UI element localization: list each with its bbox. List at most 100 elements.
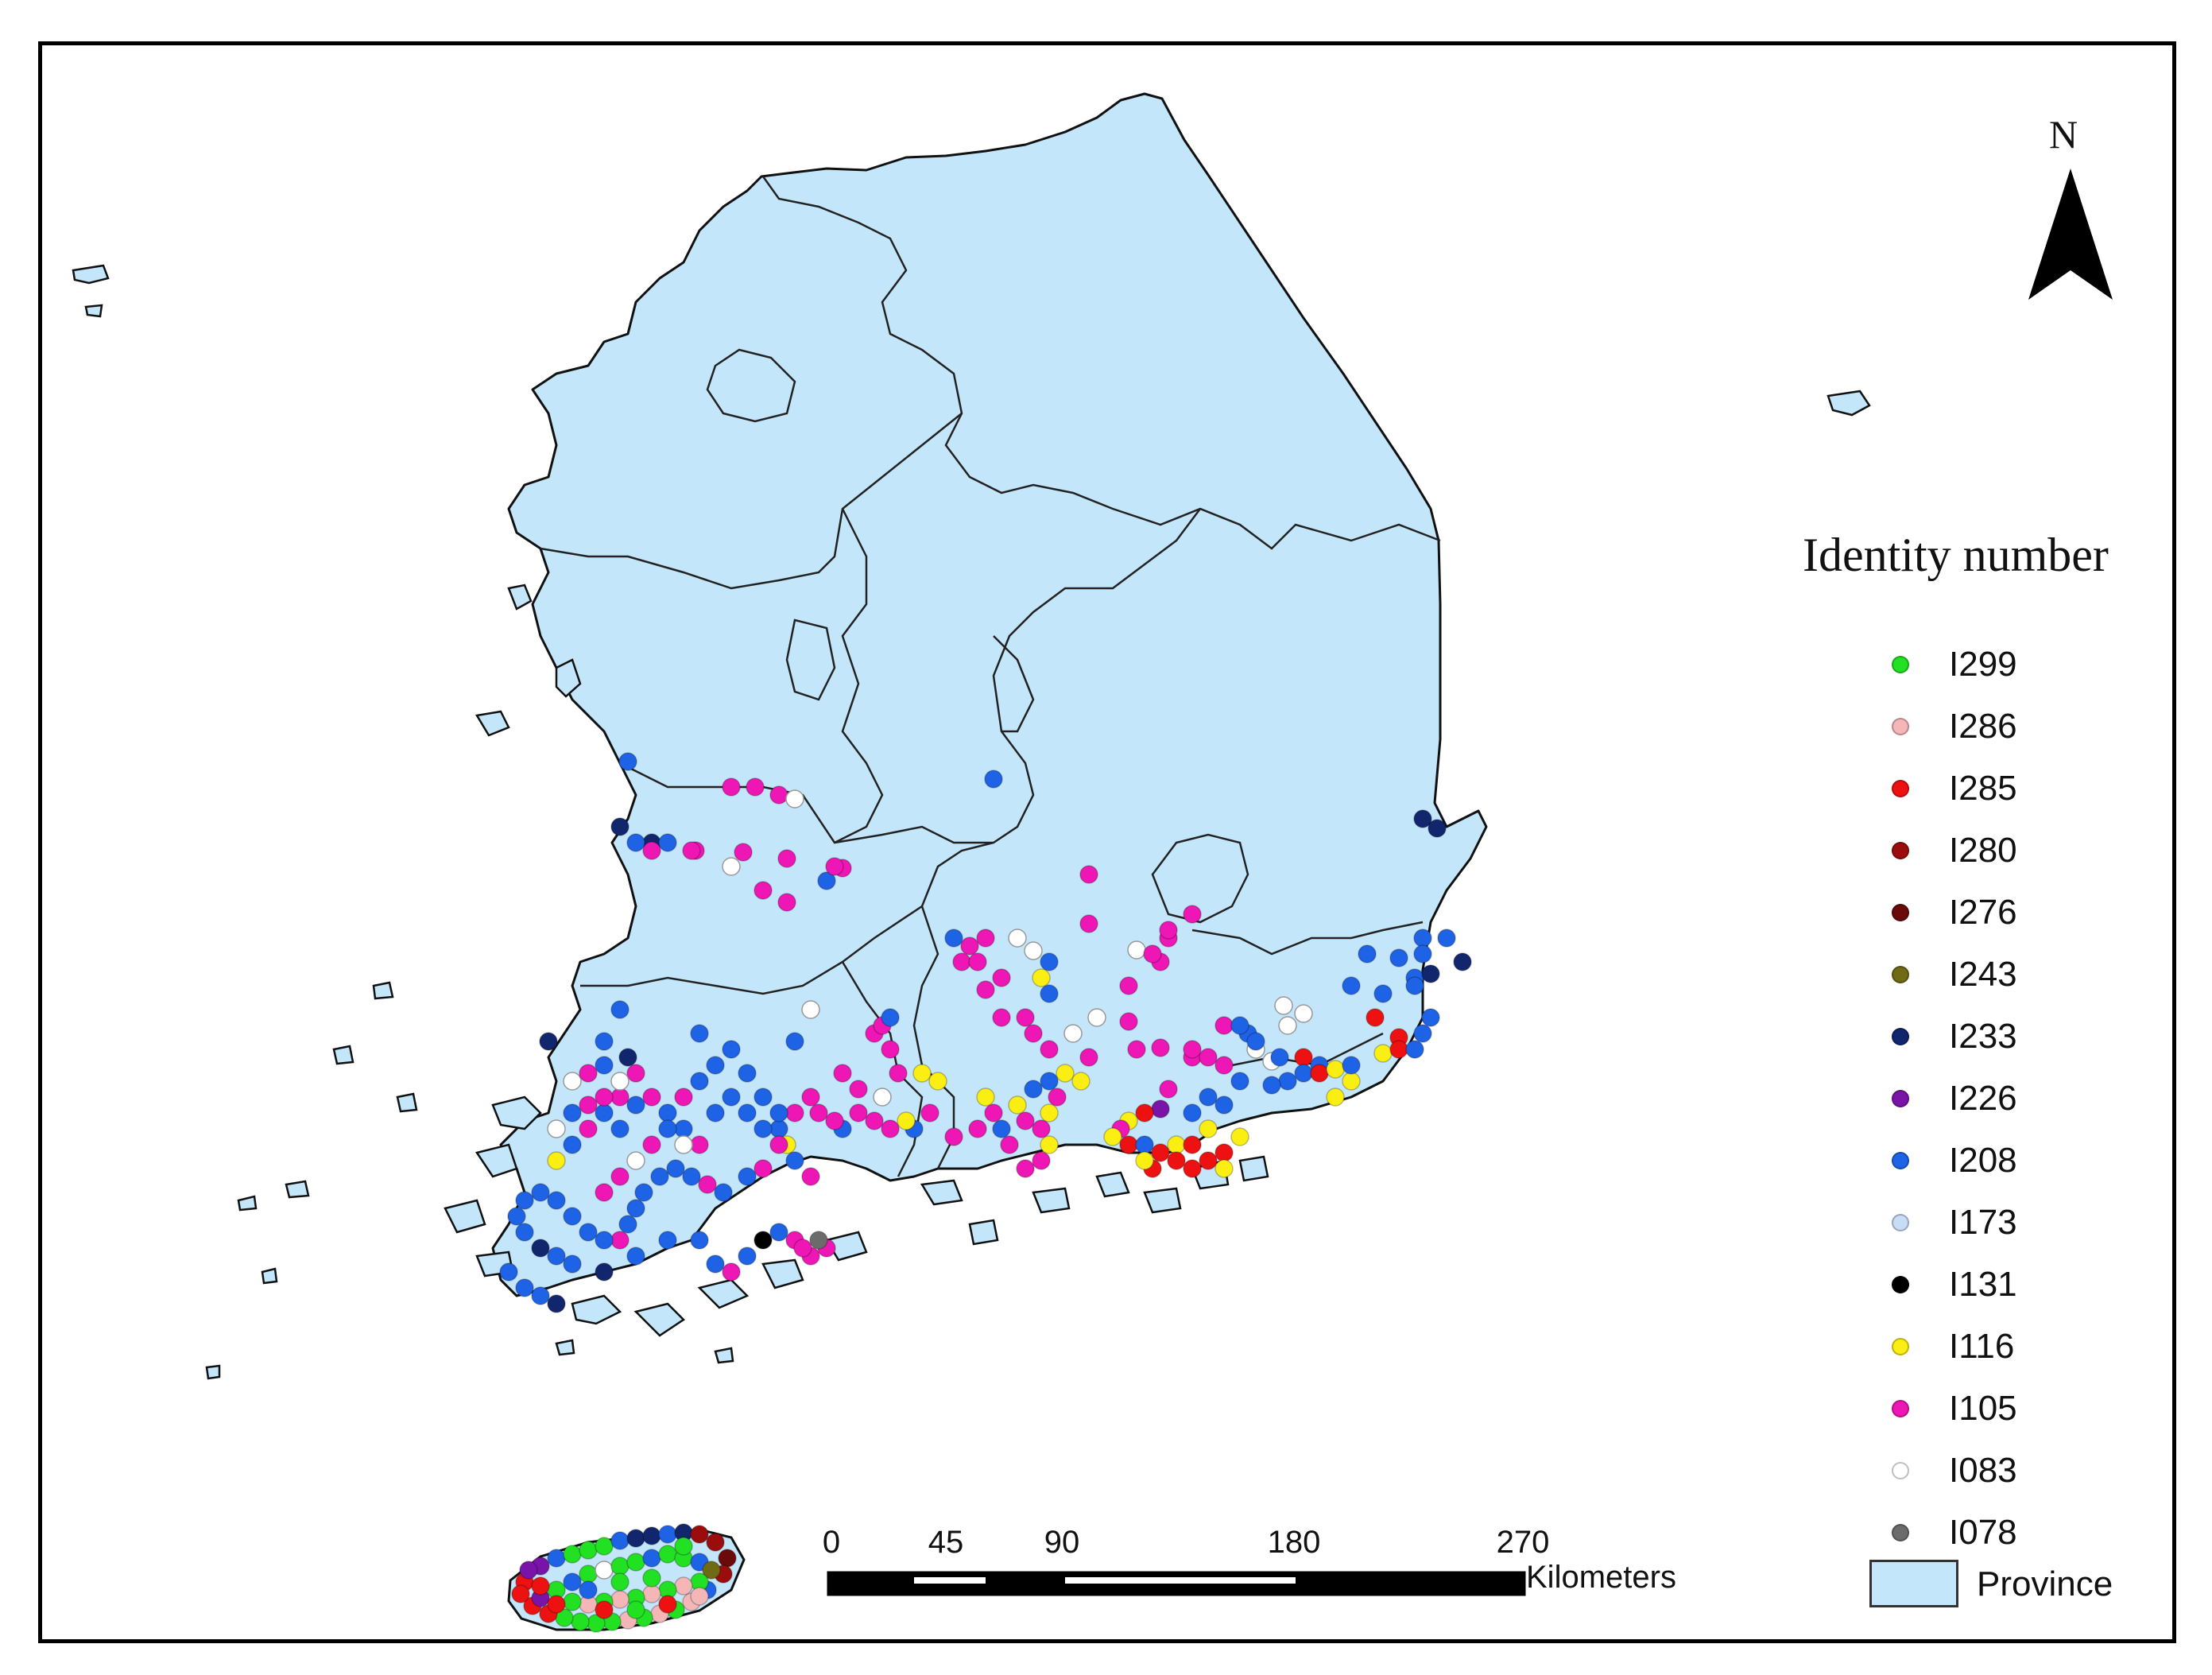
scale-tick-270: 270 — [1496, 1525, 1550, 1560]
occurrence-point — [825, 857, 844, 876]
occurrence-point — [1024, 1080, 1043, 1099]
occurrence-point — [1366, 1008, 1385, 1027]
occurrence-point — [1183, 905, 1202, 924]
occurrence-point — [1214, 1016, 1234, 1035]
occurrence-point — [1000, 1135, 1019, 1154]
occurrence-point — [1040, 984, 1059, 1003]
occurrence-point — [1389, 948, 1408, 967]
occurrence-point — [579, 1564, 598, 1584]
occurrence-point — [1413, 944, 1432, 964]
legend-swatch-i276 — [1892, 904, 1909, 921]
occurrence-point — [1127, 1040, 1146, 1059]
occurrence-point — [1024, 1024, 1043, 1043]
occurrence-point — [1358, 944, 1377, 964]
occurrence-point — [658, 1545, 677, 1564]
occurrence-point — [817, 871, 836, 890]
occurrence-point — [746, 777, 765, 797]
occurrence-point — [1151, 1099, 1170, 1119]
occurrence-point — [690, 1587, 709, 1606]
occurrence-point — [674, 1135, 693, 1154]
occurrence-point — [642, 1088, 661, 1107]
occurrence-point — [642, 841, 661, 860]
occurrence-point — [595, 1183, 614, 1202]
occurrence-point — [1230, 1072, 1249, 1091]
occurrence-point — [801, 1167, 820, 1186]
occurrence-point — [674, 1576, 693, 1596]
legend-swatch-i285 — [1892, 780, 1909, 797]
occurrence-point — [515, 1278, 534, 1297]
occurrence-point — [718, 1549, 737, 1568]
occurrence-point — [1032, 1151, 1051, 1170]
legend-item-i286: I286 — [1892, 703, 2017, 750]
scale-tick-90: 90 — [1044, 1525, 1080, 1560]
occurrence-point — [706, 1254, 725, 1274]
legend-label: I286 — [1949, 707, 2017, 746]
occurrence-point — [690, 1135, 709, 1154]
legend-label: I226 — [1949, 1079, 2017, 1118]
occurrence-point — [519, 1561, 538, 1580]
occurrence-point — [1199, 1088, 1218, 1107]
legend-swatch-i243 — [1892, 966, 1909, 983]
legend-label: I116 — [1949, 1327, 2015, 1366]
occurrence-point — [1326, 1060, 1345, 1079]
occurrence-point — [1278, 1072, 1297, 1091]
occurrence-point — [722, 1040, 741, 1059]
occurrence-point — [722, 777, 741, 797]
occurrence-point — [1199, 1151, 1218, 1170]
occurrence-point — [563, 1592, 582, 1611]
occurrence-point — [1024, 941, 1043, 960]
legend-item-i243: I243 — [1892, 951, 2017, 998]
occurrence-point — [531, 1576, 550, 1596]
legend-label: I276 — [1949, 893, 2017, 932]
occurrence-point — [1421, 1008, 1440, 1027]
occurrence-point — [881, 1119, 900, 1138]
occurrence-point — [912, 1064, 932, 1083]
legend-swatch-i286 — [1892, 718, 1909, 735]
occurrence-point — [515, 1223, 534, 1242]
occurrence-point — [785, 789, 804, 808]
occurrence-point — [769, 785, 788, 805]
occurrence-point — [920, 1103, 939, 1122]
legend-swatch-i208 — [1892, 1152, 1909, 1169]
occurrence-point — [1413, 809, 1432, 828]
occurrence-point — [642, 1549, 661, 1568]
scale-unit-label: Kilometers — [1526, 1560, 1676, 1595]
occurrence-point — [1389, 1040, 1408, 1059]
occurrence-point — [650, 1167, 669, 1186]
legend-item-i116: I116 — [1892, 1323, 2014, 1371]
occurrence-point — [626, 833, 645, 852]
occurrence-point — [547, 1549, 566, 1568]
occurrence-point — [1373, 1044, 1393, 1063]
occurrence-point — [793, 1239, 812, 1258]
occurrence-point — [1040, 1135, 1059, 1154]
occurrence-point — [785, 1103, 804, 1122]
occurrence-point — [515, 1191, 534, 1210]
occurrence-point — [1063, 1024, 1083, 1043]
occurrence-point — [579, 1064, 598, 1083]
occurrence-point — [547, 1191, 566, 1210]
occurrence-point — [1151, 1143, 1170, 1162]
legend-item-i226: I226 — [1892, 1075, 2017, 1122]
occurrence-point — [753, 1088, 773, 1107]
occurrence-point — [873, 1088, 892, 1107]
occurrence-point — [618, 1215, 637, 1234]
occurrence-point — [595, 1103, 614, 1122]
occurrence-point — [801, 1088, 820, 1107]
occurrence-point — [1199, 1048, 1218, 1067]
occurrence-point — [610, 817, 630, 836]
occurrence-point — [1342, 976, 1361, 995]
occurrence-point — [579, 1223, 598, 1242]
mainland-landmass — [491, 92, 1488, 1297]
occurrence-point — [1373, 984, 1393, 1003]
occurrence-point — [626, 1600, 645, 1619]
occurrence-point — [753, 1231, 773, 1250]
occurrence-point — [1151, 1038, 1170, 1057]
occurrence-point — [1342, 1056, 1361, 1075]
occurrence-point — [1167, 1151, 1186, 1170]
occurrence-point — [642, 1135, 661, 1154]
occurrence-point — [626, 1151, 645, 1170]
legend-label: I208 — [1949, 1141, 2017, 1180]
occurrence-point — [1246, 1032, 1265, 1051]
occurrence-point — [563, 1545, 582, 1564]
occurrence-point — [881, 1040, 900, 1059]
